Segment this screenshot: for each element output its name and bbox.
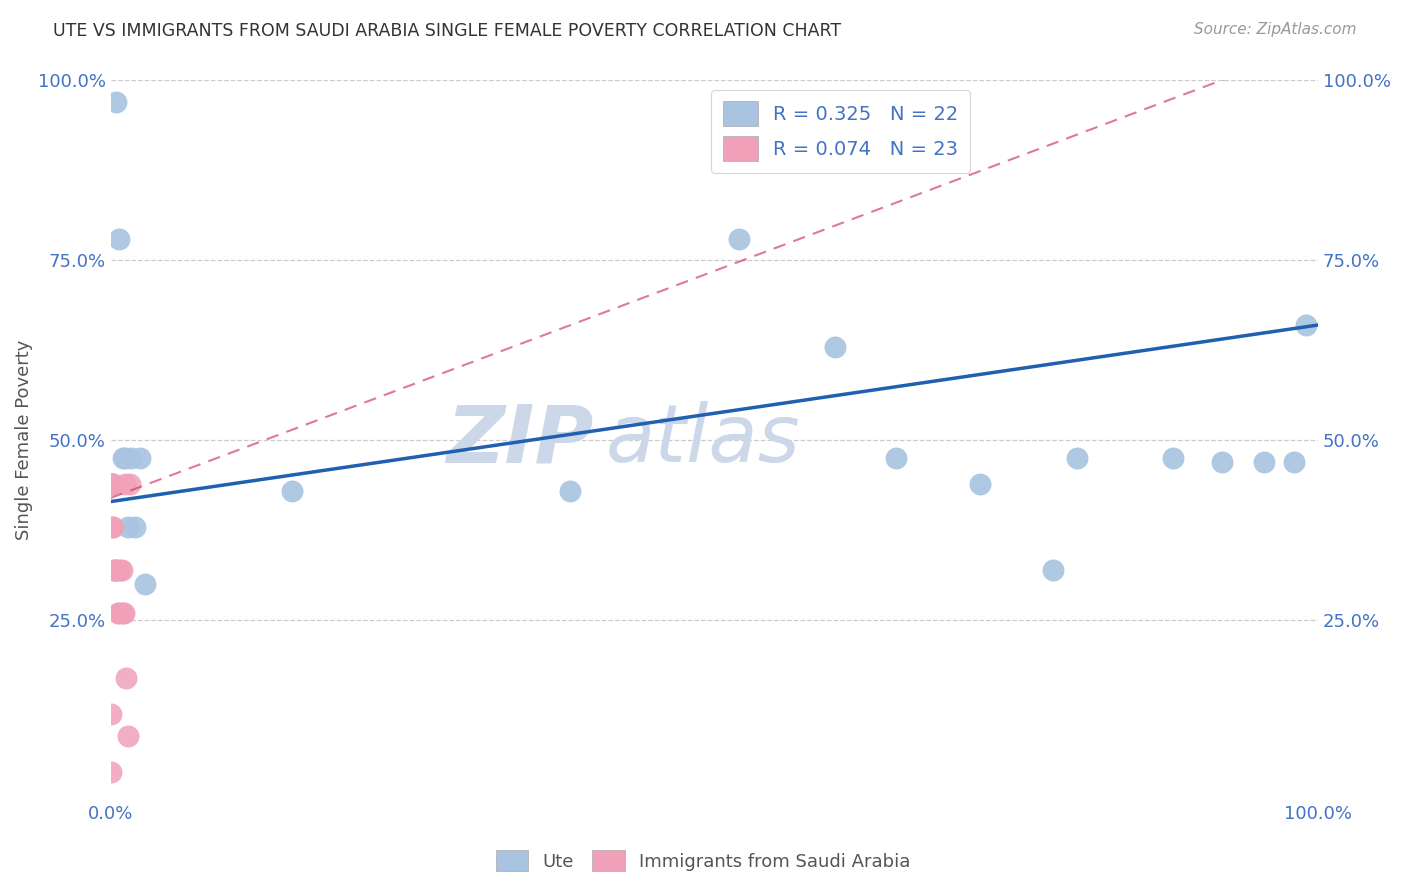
Point [108, 231, 131, 245]
Point [1253, 455, 1275, 469]
Legend: R = 0.325   N = 22, R = 0.074   N = 23: R = 0.325 N = 22, R = 0.074 N = 23 [711, 90, 970, 173]
Point [110, 563, 132, 577]
Point [1161, 451, 1184, 466]
Point [111, 451, 134, 466]
Point [100, 707, 122, 722]
Point [128, 451, 150, 466]
Point [117, 729, 139, 743]
Point [120, 451, 142, 466]
Point [112, 607, 135, 621]
Y-axis label: Single Female Poverty: Single Female Poverty [15, 340, 32, 541]
Point [884, 451, 907, 466]
Point [111, 607, 134, 621]
Point [108, 607, 131, 621]
Point [105, 563, 128, 577]
Text: Source: ZipAtlas.com: Source: ZipAtlas.com [1194, 22, 1357, 37]
Point [1282, 455, 1305, 469]
Point [100, 764, 122, 779]
Point [110, 563, 132, 577]
Point [103, 563, 125, 577]
Point [120, 476, 142, 491]
Point [104, 95, 127, 109]
Point [103, 563, 125, 577]
Point [100, 476, 122, 491]
Point [101, 520, 124, 534]
Point [101, 520, 124, 534]
Point [107, 607, 129, 621]
Point [101, 476, 124, 491]
Point [114, 451, 136, 466]
Point [1211, 455, 1233, 469]
Point [558, 483, 581, 498]
Point [117, 520, 139, 534]
Text: UTE VS IMMIGRANTS FROM SAUDI ARABIA SINGLE FEMALE POVERTY CORRELATION CHART: UTE VS IMMIGRANTS FROM SAUDI ARABIA SING… [53, 22, 842, 40]
Point [134, 577, 156, 591]
Point [727, 231, 749, 245]
Legend: Ute, Immigrants from Saudi Arabia: Ute, Immigrants from Saudi Arabia [488, 843, 918, 879]
Point [281, 483, 304, 498]
Point [124, 520, 146, 534]
Point [104, 563, 127, 577]
Point [101, 476, 124, 491]
Point [969, 476, 991, 491]
Point [101, 476, 124, 491]
Point [114, 476, 136, 491]
Point [1295, 318, 1317, 332]
Text: atlas: atlas [606, 401, 800, 479]
Point [1042, 563, 1064, 577]
Point [824, 340, 846, 354]
Text: ZIP: ZIP [446, 401, 593, 479]
Point [1066, 451, 1088, 466]
Point [100, 476, 122, 491]
Point [115, 671, 138, 685]
